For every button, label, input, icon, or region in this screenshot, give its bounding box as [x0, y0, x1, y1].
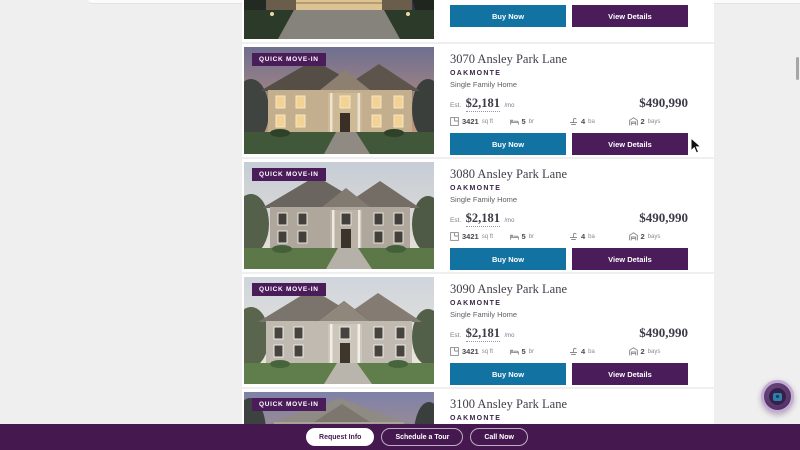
listing-price: $490,990 — [639, 95, 688, 110]
estimated-payment[interactable]: Est. $2,181 /mo — [450, 96, 515, 112]
spec-garage: 2 bays — [628, 347, 689, 356]
floorplan-icon — [450, 117, 459, 126]
community-name: OAKMONTE — [450, 70, 502, 77]
listing-card: QUICK MOVE-IN 3080 Ansley Park Lane OAKM… — [242, 159, 714, 272]
buy-now-button[interactable]: Buy Now — [450, 133, 566, 155]
buy-now-button[interactable]: Buy Now — [450, 363, 566, 385]
bath-icon — [570, 347, 577, 355]
quick-move-in-badge: QUICK MOVE-IN — [252, 53, 326, 66]
view-details-button[interactable]: View Details — [572, 133, 688, 155]
spec-list: 3421 sq ft 5 br 4 ba 2 bays — [450, 117, 688, 126]
spec-bathrooms: 4 ba — [569, 117, 629, 126]
garage-icon — [628, 232, 638, 241]
bed-icon — [509, 349, 519, 355]
listing-card: QUICK MOVE-IN 3070 Ansley Park Lane OAKM… — [242, 44, 714, 157]
listing-details: 3070 Ansley Park Lane OAKMONTE Single Fa… — [450, 44, 688, 155]
community-name: OAKMONTE — [450, 415, 502, 422]
listing-photo[interactable]: QUICK MOVE-IN — [244, 162, 434, 269]
listing-photo[interactable] — [244, 0, 434, 39]
estimated-payment[interactable]: Est. $2,181 /mo — [450, 326, 515, 342]
buy-now-button[interactable]: Buy Now — [450, 248, 566, 270]
floorplan-icon — [450, 232, 459, 241]
quick-move-in-badge: QUICK MOVE-IN — [252, 398, 326, 411]
home-type: Single Family Home — [450, 80, 518, 89]
floorplan-icon — [450, 347, 459, 356]
listing-card: QUICK MOVE-IN 3090 Ansley Park Lane OAKM… — [242, 274, 714, 387]
home-type: Single Family Home — [450, 310, 518, 319]
community-name: OAKMONTE — [450, 185, 502, 192]
estimated-payment[interactable]: Est. $2,181 /mo — [450, 211, 515, 227]
house-photo-day — [244, 277, 434, 384]
contact-action-bar: Request Info Schedule a Tour Call Now — [0, 424, 800, 450]
garage-icon — [628, 117, 638, 126]
listing-details: 3090 Ansley Park Lane OAKMONTE Single Fa… — [450, 274, 688, 385]
view-details-button[interactable]: View Details — [572, 363, 688, 385]
listing-address[interactable]: 3070 Ansley Park Lane — [450, 52, 567, 66]
listing-address[interactable]: 3100 Ansley Park Lane — [450, 397, 567, 411]
listing-details: 3100 Ansley Park Lane OAKMONTE — [450, 389, 688, 423]
spec-sqft: 3421 sq ft — [450, 232, 510, 241]
quick-move-in-badge: QUICK MOVE-IN — [252, 283, 326, 296]
spec-bedrooms: 5 br — [509, 347, 570, 356]
spec-sqft: 3421 sq ft — [450, 347, 510, 356]
house-photo-night — [244, 0, 434, 39]
bed-icon — [509, 234, 519, 240]
spec-sqft: 3421 sq ft — [450, 117, 510, 126]
bath-icon — [570, 232, 577, 240]
listing-address[interactable]: 3090 Ansley Park Lane — [450, 282, 567, 296]
spec-bedrooms: 5 br — [509, 117, 570, 126]
chat-widget-button[interactable] — [761, 380, 794, 413]
quick-move-in-badge: QUICK MOVE-IN — [252, 168, 326, 181]
listing-price: $490,990 — [639, 210, 688, 225]
spec-bathrooms: 4 ba — [569, 347, 629, 356]
spec-list: 3421 sq ft 5 br 4 ba 2 bays — [450, 232, 688, 241]
listing-address[interactable]: 3080 Ansley Park Lane — [450, 167, 567, 181]
garage-icon — [628, 347, 638, 356]
listing-card-clipped-bottom: QUICK MOVE-IN 3100 Ansley Park Lane OAKM… — [242, 389, 714, 424]
chat-widget-icon — [769, 388, 786, 405]
listing-photo[interactable]: QUICK MOVE-IN — [244, 392, 434, 424]
listing-card: QUICK MOVE-IN 3100 Ansley Park Lane OAKM… — [242, 389, 714, 424]
listing-price: $490,990 — [639, 325, 688, 340]
view-details-button[interactable]: View Details — [572, 5, 688, 27]
spec-bedrooms: 5 br — [509, 232, 570, 241]
spec-garage: 2 bays — [628, 117, 689, 126]
listing-photo[interactable]: QUICK MOVE-IN — [244, 47, 434, 154]
scrollbar-thumb[interactable] — [796, 57, 799, 80]
home-type: Single Family Home — [450, 195, 518, 204]
bath-icon — [570, 117, 577, 125]
bed-icon — [509, 119, 519, 125]
listing-photo[interactable]: QUICK MOVE-IN — [244, 277, 434, 384]
listing-details: 3080 Ansley Park Lane OAKMONTE Single Fa… — [450, 159, 688, 270]
spec-list: 3421 sq ft 5 br 4 ba 2 bays — [450, 347, 688, 356]
spec-garage: 2 bays — [628, 232, 689, 241]
spec-bathrooms: 4 ba — [569, 232, 629, 241]
call-now-button[interactable]: Call Now — [470, 428, 528, 446]
view-details-button[interactable]: View Details — [572, 248, 688, 270]
community-name: OAKMONTE — [450, 300, 502, 307]
buy-now-button[interactable]: Buy Now — [450, 5, 566, 27]
request-info-button[interactable]: Request Info — [306, 428, 375, 446]
schedule-tour-button[interactable]: Schedule a Tour — [381, 428, 464, 446]
mouse-cursor — [690, 137, 702, 154]
